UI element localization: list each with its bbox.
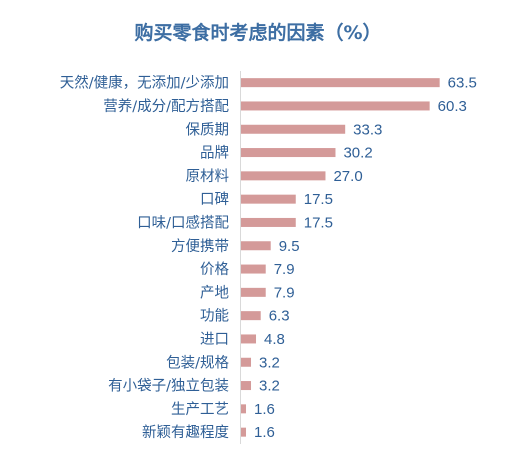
data-label: 63.5 bbox=[448, 75, 477, 92]
data-label: 3.2 bbox=[259, 378, 280, 395]
bar bbox=[241, 311, 261, 321]
chart-marks: 天然/健康，无添加/少添加 63.5 营养/成分/配方搭配 60.3 保质期 33.3 品牌… bbox=[60, 75, 477, 441]
category-label: 天然/健康，无添加/少添加 bbox=[60, 75, 229, 92]
bar bbox=[241, 334, 257, 344]
category-label: 进口 bbox=[200, 331, 229, 348]
bar bbox=[241, 217, 296, 227]
bar bbox=[241, 427, 247, 437]
bar bbox=[241, 381, 252, 391]
category-label: 生产工艺 bbox=[171, 401, 229, 418]
data-label: 3.2 bbox=[259, 354, 280, 371]
category-label: 新颖有趣程度 bbox=[142, 424, 229, 441]
data-label: 9.5 bbox=[279, 238, 300, 255]
data-label: 7.9 bbox=[274, 284, 295, 301]
bar bbox=[241, 241, 271, 251]
chart-title: 购买零食时考虑的因素（%） bbox=[134, 21, 381, 44]
data-label: 6.3 bbox=[269, 308, 290, 325]
data-label: 27.0 bbox=[333, 168, 362, 185]
bar bbox=[241, 171, 326, 181]
bar bbox=[241, 404, 247, 414]
bar bbox=[241, 287, 266, 297]
data-label: 17.5 bbox=[304, 191, 333, 208]
bar bbox=[241, 148, 336, 158]
data-label: 1.6 bbox=[254, 401, 275, 418]
category-label: 原材料 bbox=[186, 168, 230, 185]
data-label: 17.5 bbox=[304, 214, 333, 231]
data-label: 33.3 bbox=[353, 121, 382, 138]
category-label: 产地 bbox=[200, 284, 229, 301]
bar bbox=[241, 124, 346, 134]
category-label: 方便携带 bbox=[171, 238, 229, 255]
data-label: 7.9 bbox=[274, 261, 295, 278]
category-label: 包装/规格 bbox=[166, 354, 229, 371]
bar bbox=[241, 357, 252, 367]
bar bbox=[241, 101, 430, 111]
data-label: 4.8 bbox=[264, 331, 285, 348]
bar bbox=[241, 78, 440, 88]
data-label: 60.3 bbox=[438, 98, 467, 115]
category-label: 有小袋子/独立包装 bbox=[108, 378, 229, 395]
data-label: 30.2 bbox=[343, 145, 372, 162]
category-label: 功能 bbox=[200, 308, 229, 325]
bar bbox=[241, 194, 296, 204]
category-label: 口味/口感搭配 bbox=[137, 214, 229, 231]
category-label: 营养/成分/配方搭配 bbox=[103, 98, 229, 115]
bar bbox=[241, 264, 266, 274]
data-label: 1.6 bbox=[254, 424, 275, 441]
category-label: 保质期 bbox=[186, 121, 230, 138]
category-label: 价格 bbox=[200, 261, 229, 278]
category-label: 品牌 bbox=[200, 145, 229, 162]
category-label: 口碑 bbox=[200, 191, 229, 208]
